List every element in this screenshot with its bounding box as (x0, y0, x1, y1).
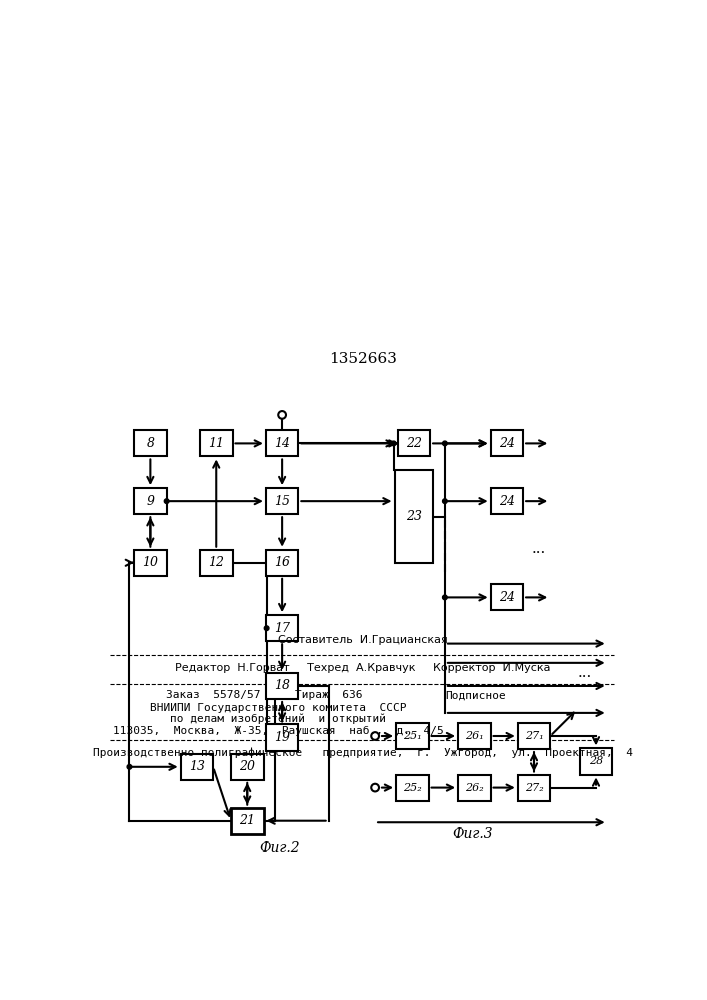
Bar (518, 774, 550, 801)
Bar (200, 550, 233, 576)
Text: Заказ  5578/57: Заказ 5578/57 (166, 690, 260, 700)
Text: 21: 21 (239, 814, 255, 827)
Text: по делам изобретений  и открытий: по делам изобретений и открытий (170, 714, 386, 724)
Text: Редактор  Н.Горват     Техред  А.Кравчук     Корректор  И.Муска: Редактор Н.Горват Техред А.Кравчук Корре… (175, 663, 551, 673)
Text: Фиг.3: Фиг.3 (452, 827, 493, 841)
Bar (266, 673, 298, 699)
Bar (396, 723, 428, 749)
Bar (266, 430, 298, 456)
Text: Производственно-полиграфическое   предприятие,  г.  Ужгород,  ул.  Проектная,  4: Производственно-полиграфическое предприя… (93, 748, 633, 758)
Text: 1352663: 1352663 (329, 352, 397, 366)
Text: Фиг.2: Фиг.2 (259, 841, 300, 855)
Text: 15: 15 (274, 495, 290, 508)
Circle shape (164, 499, 169, 503)
Bar (491, 584, 523, 610)
Text: 27₂: 27₂ (525, 783, 544, 793)
Text: ...: ... (577, 666, 592, 680)
Bar (580, 748, 612, 774)
Text: ...: ... (532, 542, 546, 556)
Text: 113035,  Москва,  Ж-35,  Раушская  наб.,  д.  4/5: 113035, Москва, Ж-35, Раушская наб., д. … (113, 726, 443, 736)
Bar (134, 550, 167, 576)
Text: 28: 28 (589, 756, 603, 766)
Text: 11: 11 (209, 437, 224, 450)
Text: 24: 24 (499, 437, 515, 450)
Bar (231, 808, 264, 834)
Circle shape (443, 441, 448, 446)
Text: Подписное: Подписное (445, 690, 506, 700)
Text: 20: 20 (239, 760, 255, 773)
Text: 18: 18 (274, 679, 290, 692)
Bar (231, 754, 264, 780)
Text: 27₁: 27₁ (525, 731, 544, 741)
Bar (266, 724, 298, 751)
Bar (397, 430, 430, 456)
Bar (395, 470, 433, 563)
Text: 25₁: 25₁ (403, 731, 421, 741)
Text: 8: 8 (146, 437, 154, 450)
Text: 9: 9 (146, 495, 154, 508)
Circle shape (392, 441, 396, 446)
Text: 24: 24 (499, 495, 515, 508)
Text: 17: 17 (274, 622, 290, 635)
Text: 10: 10 (142, 556, 158, 569)
Bar (266, 488, 298, 514)
Bar (518, 723, 550, 749)
Circle shape (264, 626, 269, 631)
Bar (134, 488, 167, 514)
Circle shape (443, 595, 448, 600)
Bar (200, 430, 233, 456)
Text: 14: 14 (274, 437, 290, 450)
Text: 19: 19 (274, 731, 290, 744)
Text: ВНИИПИ Государственного комитета  СССР: ВНИИПИ Государственного комитета СССР (150, 703, 407, 713)
Bar (491, 488, 523, 514)
Text: 22: 22 (406, 437, 422, 450)
Bar (134, 430, 167, 456)
Text: 26₁: 26₁ (465, 731, 484, 741)
Bar (266, 550, 298, 576)
Circle shape (443, 499, 448, 503)
Bar (180, 754, 213, 780)
Text: 26₂: 26₂ (465, 783, 484, 793)
Bar (458, 774, 491, 801)
Bar (491, 430, 523, 456)
Bar (266, 615, 298, 641)
Bar (458, 723, 491, 749)
Circle shape (127, 764, 132, 769)
Text: 24: 24 (499, 591, 515, 604)
Text: Тираж  636: Тираж 636 (295, 690, 363, 700)
Text: 12: 12 (209, 556, 224, 569)
Text: 25₂: 25₂ (403, 783, 421, 793)
Text: 23: 23 (406, 510, 422, 523)
Text: Составитель  И.Грацианская: Составитель И.Грацианская (278, 635, 448, 645)
Text: 16: 16 (274, 556, 290, 569)
Bar (396, 774, 428, 801)
Text: 13: 13 (189, 760, 205, 773)
